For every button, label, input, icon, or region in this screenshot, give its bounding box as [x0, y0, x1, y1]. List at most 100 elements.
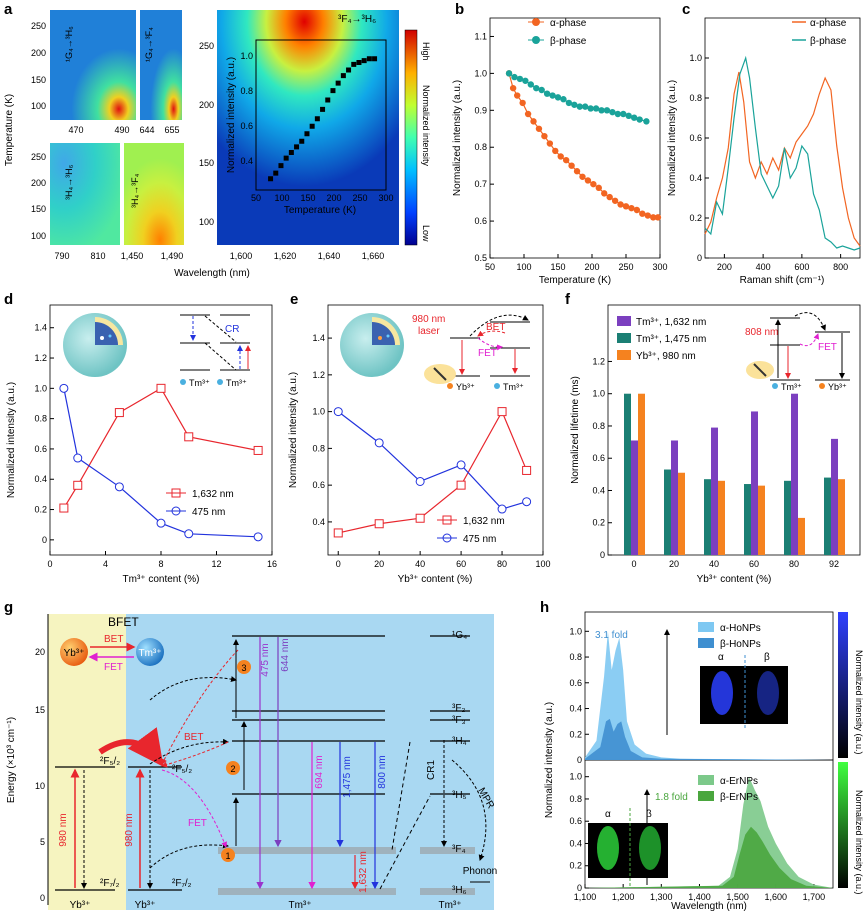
d-475-point [59, 383, 69, 393]
c-ylabel: Normalized intensity (a.u.) [667, 80, 678, 196]
e-475-point [374, 438, 384, 448]
e-y-tick: 0.8 [312, 443, 325, 453]
inset-point [366, 56, 372, 62]
b-series-0-line [508, 73, 658, 218]
h-x-tick: 1,300 [650, 892, 673, 902]
tick-a-top-150: 150 [31, 75, 46, 85]
c-y-tick: 0.8 [689, 93, 702, 103]
tick-a-490: 490 [114, 125, 129, 135]
b-point [625, 112, 632, 120]
f-bar [624, 393, 631, 555]
c-series-1-line [704, 55, 861, 251]
f-bar [824, 477, 831, 555]
e-legend-475: 475 nm [463, 534, 496, 545]
e-1632-point [415, 513, 425, 523]
e-laser: 980 nm [412, 314, 445, 325]
yb-ion [60, 638, 88, 666]
b-point [654, 214, 662, 221]
b-point [573, 168, 581, 175]
inset-point [278, 163, 284, 169]
d-1632-point [156, 383, 166, 393]
label-3F4-3H6: ³F₄→³H₆ [338, 14, 376, 25]
g-bottom-tm1: Tm³⁺ [288, 900, 311, 911]
g-bet-mid: BET [184, 732, 203, 743]
b-point [576, 103, 583, 110]
f-laser: 808 nm [745, 327, 778, 338]
b-point [606, 193, 613, 201]
tick-a-top-200: 200 [31, 48, 46, 58]
f-bar [638, 393, 645, 555]
d-y-tick: 1.2 [34, 353, 47, 363]
inset-point [325, 97, 331, 103]
b-point [533, 84, 540, 92]
b-point [509, 84, 517, 92]
h-x-tick: 1,700 [803, 892, 826, 902]
panel-label-a: a [4, 1, 13, 18]
heatmap-1G4-3F4 [140, 10, 182, 120]
f-xlabel: Yb³⁺ content (%) [697, 574, 772, 585]
f-bar [711, 427, 718, 555]
h-bot-y-tick: 1.0 [569, 772, 582, 782]
b-point [598, 107, 605, 114]
f-bar [758, 485, 765, 555]
inset-point [372, 56, 378, 62]
step-1-label: 1 [225, 851, 230, 861]
e-x-tick: 40 [415, 559, 425, 569]
f-x-tick: 40 [709, 559, 719, 569]
b-x-tick: 50 [485, 262, 495, 272]
g-tick-10: 10 [35, 781, 45, 791]
f-bar [751, 411, 758, 555]
g-bottom-yb1: Yb³⁺ [70, 900, 91, 911]
f-bar [704, 479, 711, 555]
f-bar [744, 484, 751, 555]
d-y-tick: 1.0 [34, 383, 47, 393]
b-point [565, 99, 573, 107]
d-475-point [156, 518, 166, 528]
h-er-alpha-label: α [605, 809, 611, 820]
g-3F2: ³F₂ [452, 703, 465, 714]
step-3-label: 3 [241, 663, 246, 673]
e-tm: Tm³⁺ [503, 382, 524, 392]
h-ylabel: Normalized intensity (a.u.) [544, 702, 555, 818]
h-x-tick: 1,400 [688, 892, 711, 902]
inset-xlabel: Temperature (K) [284, 205, 356, 216]
d-x-tick: 16 [267, 559, 277, 569]
a-xlabel: Wavelength (nm) [174, 268, 250, 279]
b-point [549, 92, 556, 99]
tick-a-bot-250: 250 [31, 152, 46, 162]
e-475-point [415, 476, 425, 486]
tick-a-bot-200: 200 [31, 178, 46, 188]
panel-d: Normalized intensity (a.u.) Tm³⁺ content… [6, 304, 277, 585]
inset-point [294, 144, 300, 150]
b-point [628, 204, 635, 212]
b-point [579, 173, 586, 180]
panel-f: Normalized lifetime (ms) Yb³⁺ content (%… [570, 304, 861, 585]
b-point [584, 177, 592, 184]
b-point [530, 118, 537, 125]
g-3F4: ³F₄ [452, 844, 466, 855]
g-tick-15: 15 [35, 705, 45, 715]
d-xlabel: Tm³⁺ content (%) [123, 574, 200, 585]
h-top-y-tick: 0.4 [569, 704, 582, 714]
b-point [562, 156, 570, 164]
e-475-line [337, 411, 527, 510]
f-fet: FET [818, 342, 837, 353]
g-tm-ion-label: Tm³⁺ [138, 648, 161, 659]
c-y-tick: 0.4 [689, 173, 702, 183]
d-y-tick: 1.4 [34, 323, 47, 333]
nanoparticle-illustration-d [63, 313, 127, 377]
h-cb-label-1: Normalized intensity (a.u.) [854, 650, 864, 755]
b-point [514, 92, 521, 99]
f-bar [791, 393, 798, 555]
d-legend-475: 475 nm [192, 507, 225, 518]
b-point [595, 184, 602, 192]
inset-frame [255, 39, 387, 191]
tick-a-big-250: 250 [199, 41, 214, 51]
b-point [568, 162, 575, 169]
b-point [622, 203, 630, 210]
f-bar [831, 438, 838, 555]
panel-h: Normalized intensity (a.u.) Wavelength (… [544, 611, 864, 912]
g-1G4: ¹G₄ [452, 630, 467, 641]
inset-point [340, 73, 346, 79]
h-area-1 [585, 718, 833, 760]
